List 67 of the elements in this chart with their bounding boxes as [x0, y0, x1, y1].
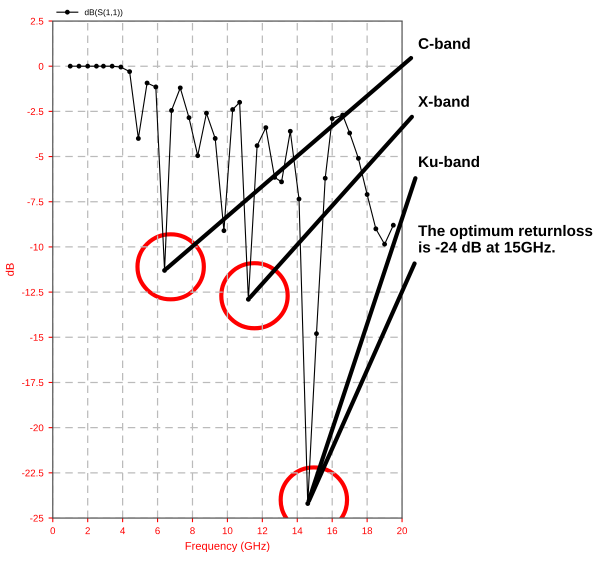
point	[296, 196, 302, 202]
x-tick-label: 4	[120, 527, 126, 534]
point	[263, 125, 268, 130]
point	[68, 64, 73, 69]
point	[110, 64, 115, 69]
point	[322, 176, 328, 181]
point	[212, 136, 218, 141]
annotation: C-band	[418, 38, 470, 49]
annotation: Ku-band	[419, 156, 480, 168]
point	[305, 501, 310, 506]
point	[390, 222, 396, 228]
x-tick-label: 16	[328, 527, 338, 534]
x-tick-label: 20	[397, 527, 408, 534]
point	[314, 331, 319, 336]
point	[136, 136, 141, 141]
x-tick-label: 0	[50, 527, 56, 534]
point	[76, 64, 82, 69]
annotation: X-band	[418, 96, 469, 107]
point	[169, 108, 174, 113]
point	[195, 153, 200, 158]
point	[162, 268, 167, 273]
x-tick-label: 6	[155, 527, 160, 534]
point	[153, 84, 158, 90]
y-tick-label: -17.5	[22, 379, 44, 386]
point	[382, 242, 388, 247]
point	[237, 100, 242, 105]
y-tick-label: 2.5	[30, 18, 44, 25]
point	[127, 69, 132, 74]
y-tick-label: -15	[30, 334, 44, 341]
point	[230, 107, 236, 112]
y-tick-label: -25	[30, 514, 44, 522]
point	[118, 64, 124, 70]
legend-label: dB(S(1,1))	[84, 9, 122, 17]
point	[373, 226, 378, 232]
y-tick-label: -20	[30, 424, 44, 432]
y-tick-label: -7.5	[27, 198, 44, 206]
point	[85, 64, 90, 69]
point	[330, 116, 335, 122]
point	[364, 192, 370, 197]
y-tick-label: -12.5	[22, 288, 44, 296]
point	[347, 130, 352, 136]
y-tick-label: -5	[36, 153, 44, 160]
y-tick-label: -10	[30, 244, 44, 251]
x-tick-label: 8	[190, 527, 195, 534]
y-tick-label: 0	[38, 62, 44, 70]
point	[279, 179, 284, 184]
y-tick-label: -2.5	[27, 108, 44, 115]
x-tick-label: 10	[222, 527, 232, 534]
point	[204, 110, 209, 116]
x-tick-label: 14	[292, 527, 302, 534]
point	[144, 80, 150, 86]
point	[94, 64, 99, 69]
point	[246, 296, 251, 302]
point	[100, 64, 106, 69]
x-axis-title: Frequency (GHz)	[186, 542, 270, 552]
x-tick-label: 12	[258, 527, 268, 534]
point	[186, 115, 192, 120]
point	[356, 156, 361, 161]
x-tick-label: 2	[85, 527, 90, 534]
y-tick-label: -22.5	[22, 470, 44, 476]
x-tick-label: 18	[362, 527, 372, 534]
point	[254, 143, 260, 148]
point	[221, 228, 226, 234]
y-axis-title: dB	[6, 263, 14, 276]
point	[178, 85, 183, 90]
point	[288, 128, 293, 134]
annotation: The optimum returnloss is -24 dB at 15GHz.	[418, 224, 592, 253]
